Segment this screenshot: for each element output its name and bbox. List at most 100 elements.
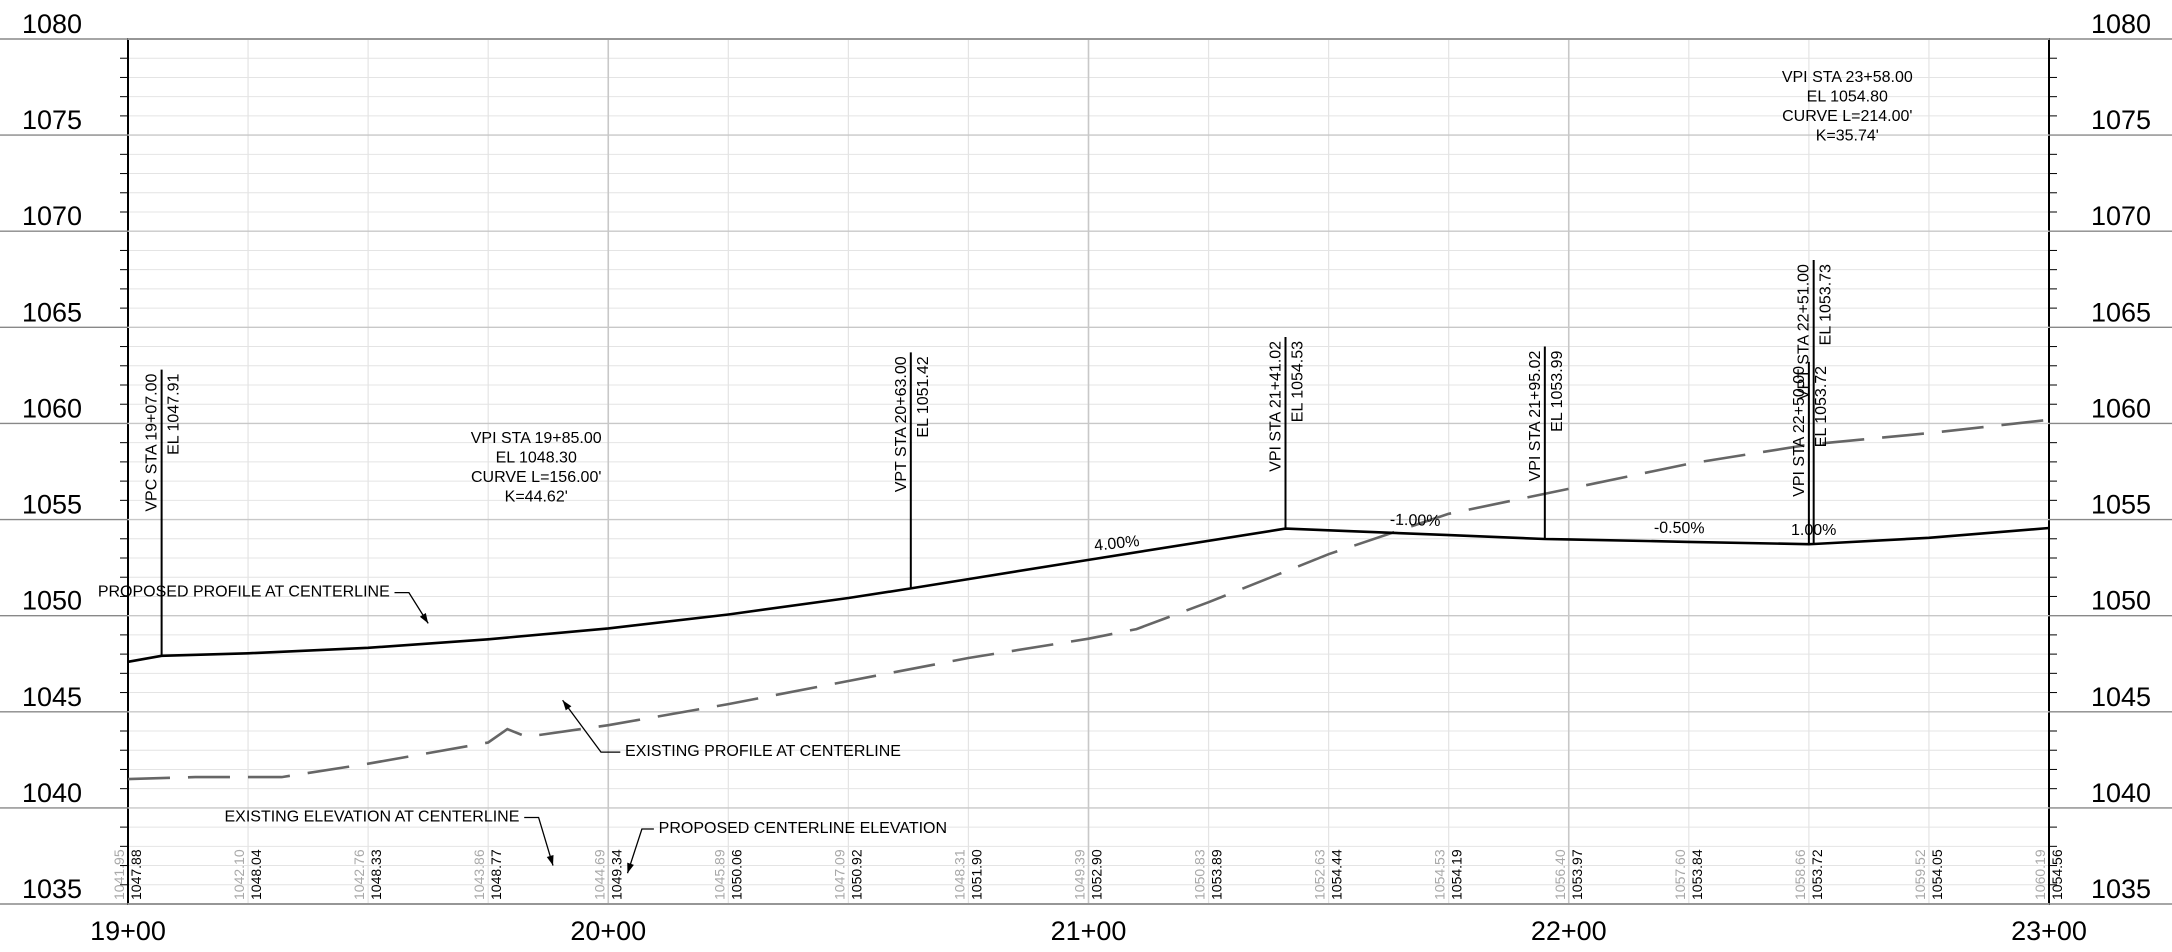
proposed-elevation-value: 1053.89: [1209, 849, 1225, 900]
proposed-elevation-value: 1054.44: [1329, 849, 1345, 900]
elevation-label-left: 1075: [22, 105, 82, 135]
proposed-elevation-value: 1048.33: [368, 849, 384, 900]
station-label: 22+00: [1531, 916, 1607, 946]
proposed-elevation-value: 1051.90: [968, 849, 984, 900]
proposed-elevation-value: 1052.90: [1089, 849, 1105, 900]
vertical-callouts: VPC STA 19+07.00 EL 1047.91 VPT STA 20+63.…: [144, 260, 1835, 656]
existing-elevation-value: 1060.19: [2032, 849, 2048, 900]
existing-elevation-value: 1052.63: [1312, 849, 1328, 900]
callout-station: VPC STA 19+07.00: [144, 374, 161, 512]
elevation-label-left: 1070: [22, 201, 82, 231]
elevation-label-left: 1060: [22, 393, 82, 423]
proposed-elevation-value: 1054.19: [1449, 849, 1465, 900]
existing-elevation-value: 1044.69: [591, 849, 607, 900]
station-label: 20+00: [570, 916, 646, 946]
callout-station: VPT STA 22+51.00: [1796, 264, 1813, 400]
elevation-label-right: 1055: [2091, 490, 2151, 520]
existing-elevation-value: 1054.53: [1432, 849, 1448, 900]
existing-elevation-value: 1041.95: [111, 849, 127, 900]
callout-elevation: EL 1053.99: [1549, 350, 1566, 431]
leader-line: [524, 816, 554, 866]
proposed-elevation-value: 1054.56: [2049, 849, 2065, 900]
grade-label: 1.00%: [1791, 522, 1836, 539]
elevation-label-left: 1080: [22, 9, 82, 39]
grade-label: 4.00%: [1093, 533, 1140, 555]
callout-station: VPT STA 20+63.00: [893, 356, 910, 492]
existing-profile-line: [127, 418, 2050, 781]
proposed-elevation-value: 1050.06: [728, 849, 744, 900]
curve-note-line: EL 1048.30: [496, 450, 577, 467]
existing-elevation-value: 1043.86: [471, 849, 487, 900]
curve-note-line: VPI STA 23+58.00: [1782, 69, 1913, 86]
proposed-elevation-value: 1053.84: [1689, 849, 1705, 900]
proposed-profile-line: [127, 526, 2050, 664]
elevation-labels-right: 1080 1075 1070 1065 1060 1055 1050 1045 1040 1035: [2091, 9, 2151, 904]
leader-label: EXISTING PROFILE AT CENTERLINE: [625, 743, 901, 760]
elevation-label-right: 1070: [2091, 201, 2151, 231]
proposed-elevation-value: 1047.88: [128, 849, 144, 900]
curve-notes: VPI STA 19+85.00 EL 1048.30 CURVE L=156.00…: [471, 69, 1913, 506]
existing-elevation-value: 1057.60: [1672, 849, 1688, 900]
callout-elevation: EL 1051.42: [915, 356, 932, 437]
elevation-label-right: 1040: [2091, 778, 2151, 808]
elevation-labels-left: 1080 1075 1070 1065 1060 1055 1050 1045 1040 1035: [22, 9, 82, 904]
grade-label: -0.50%: [1654, 520, 1705, 538]
proposed-elevation-value: 1048.04: [248, 849, 264, 900]
curve-note-line: CURVE L=214.00': [1782, 108, 1912, 125]
leader-label: EXISTING ELEVATION AT CENTERLINE: [225, 808, 520, 825]
elevation-label-right: 1075: [2091, 105, 2151, 135]
existing-elevation-value: 1049.39: [1072, 849, 1088, 900]
callout-elevation: EL 1047.91: [166, 374, 183, 455]
existing-elevation-value: 1045.89: [711, 849, 727, 900]
leader-line: [394, 591, 429, 624]
curve-note-line: VPI STA 19+85.00: [471, 430, 602, 447]
proposed-elevation-value: 1053.97: [1569, 849, 1585, 900]
leader-arrowhead: [546, 854, 554, 866]
elevation-label-left: 1040: [22, 778, 82, 808]
station-label: 23+00: [2011, 916, 2087, 946]
elevation-label-left: 1045: [22, 682, 82, 712]
leader-arrowhead: [562, 700, 572, 711]
callout-station: VPI STA 21+95.02: [1527, 350, 1544, 481]
existing-elevation-value: 1058.66: [1792, 849, 1808, 900]
callout-elevation: EL 1053.72: [1813, 366, 1830, 447]
existing-elevation-value: 1047.09: [831, 849, 847, 900]
elevation-label-right: 1045: [2091, 682, 2151, 712]
existing-elevation-value: 1042.10: [231, 849, 247, 900]
callout-station: VPI STA 21+41.02: [1267, 341, 1284, 472]
elevation-label-left: 1050: [22, 586, 82, 616]
station-label: 21+00: [1051, 916, 1127, 946]
callout-elevation: EL 1053.73: [1818, 264, 1835, 345]
existing-elevation-value: 1056.40: [1552, 849, 1568, 900]
existing-elevation-value: 1050.83: [1192, 849, 1208, 900]
curve-note-line: K=35.74': [1816, 127, 1879, 144]
leader-label: PROPOSED CENTERLINE ELEVATION: [659, 820, 947, 837]
proposed-elevation-value: 1048.77: [488, 849, 504, 900]
existing-elevation-value: 1048.31: [951, 849, 967, 900]
leader-line: [626, 828, 654, 874]
elevation-label-right: 1065: [2091, 297, 2151, 327]
callout-station: VPI STA 22+50.00: [1791, 366, 1808, 497]
station-labels: 19+00 20+00 21+00 22+00 23+00: [90, 916, 2087, 946]
leader-label: PROPOSED PROFILE AT CENTERLINE: [98, 583, 390, 600]
elevation-label-right: 1035: [2091, 874, 2151, 904]
leader-line: [562, 699, 621, 753]
curve-note-line: EL 1054.80: [1807, 88, 1888, 105]
elevation-label-left: 1065: [22, 297, 82, 327]
existing-elevation-value: 1042.76: [351, 849, 367, 900]
existing-elevation-value: 1059.52: [1912, 849, 1928, 900]
elevation-label-left: 1035: [22, 874, 82, 904]
proposed-elevation-value: 1054.05: [1929, 849, 1945, 900]
proposed-elevation-value: 1053.72: [1809, 849, 1825, 900]
curve-note-line: CURVE L=156.00': [471, 469, 601, 486]
elevation-ticks: [0, 38, 2172, 905]
curve-note-line: K=44.62': [505, 489, 568, 506]
grade-labels: 4.00% -1.00% -0.50% 1.00%: [1093, 512, 1836, 555]
leader-annotations: PROPOSED PROFILE AT CENTERLINE EXISTING P…: [98, 583, 947, 874]
callout-elevation: EL 1054.53: [1289, 341, 1306, 422]
grade-label: -1.00%: [1390, 512, 1441, 530]
leader-arrowhead: [627, 862, 634, 874]
elevation-label-right: 1060: [2091, 393, 2151, 423]
proposed-elevation-value: 1050.92: [848, 849, 864, 900]
